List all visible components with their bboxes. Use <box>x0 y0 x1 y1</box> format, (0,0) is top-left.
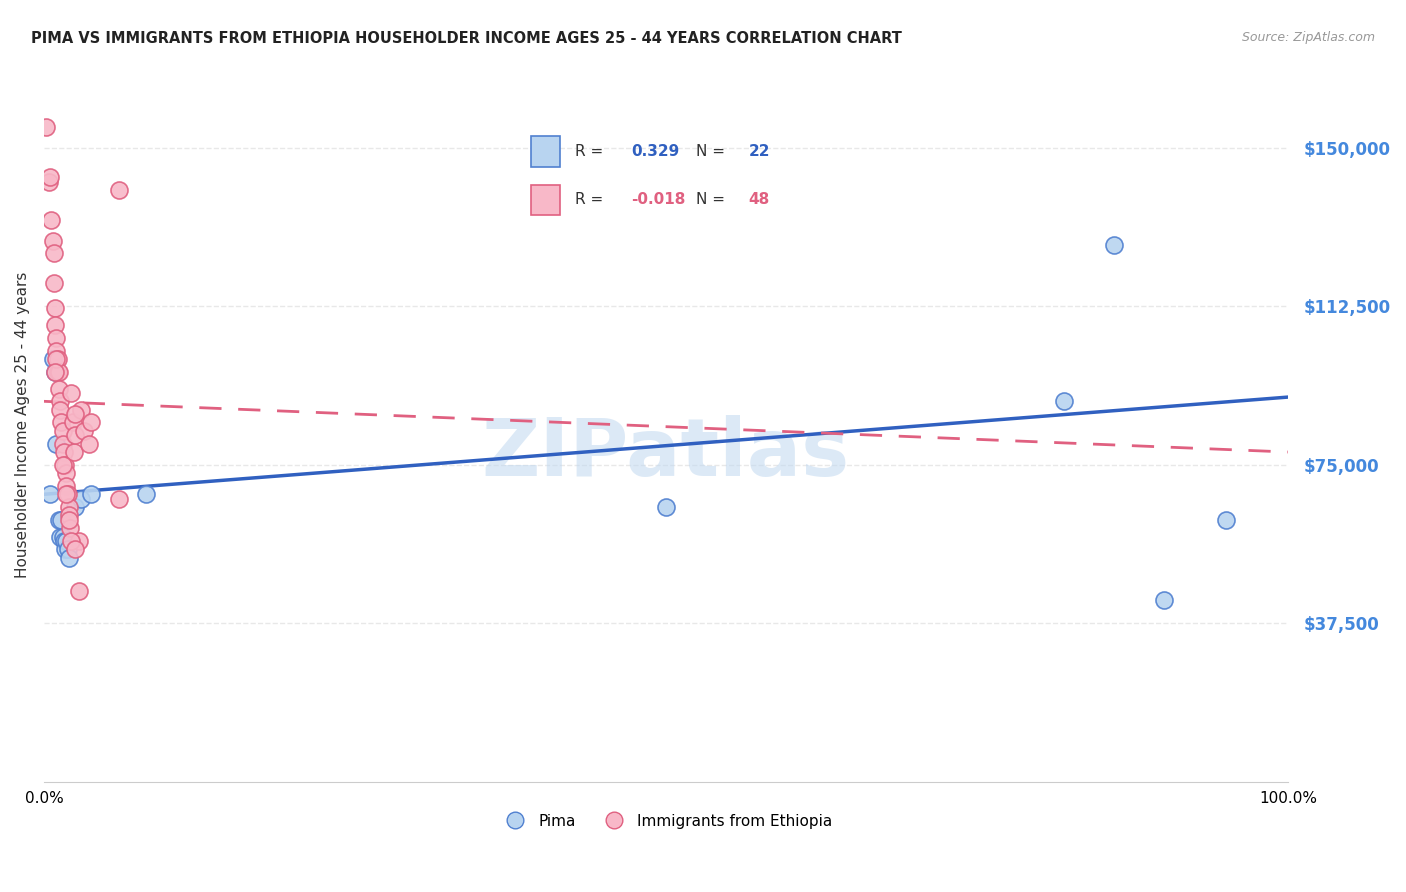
Point <box>67 533 90 548</box>
Point <box>63 428 86 442</box>
Point <box>45 343 67 358</box>
Point <box>59 521 82 535</box>
Point <box>44 301 66 316</box>
Point <box>70 402 93 417</box>
Text: 0.329: 0.329 <box>631 144 679 159</box>
Point <box>44 365 66 379</box>
Text: R =: R = <box>575 193 607 208</box>
Point <box>1102 238 1125 252</box>
Point <box>73 424 96 438</box>
Point <box>42 276 65 290</box>
Text: 48: 48 <box>748 193 769 208</box>
Point <box>48 513 70 527</box>
Point <box>655 500 678 514</box>
Text: N =: N = <box>696 193 730 208</box>
Text: Source: ZipAtlas.com: Source: ZipAtlas.com <box>1241 31 1375 45</box>
Point <box>107 491 129 506</box>
Point <box>51 458 73 472</box>
Point <box>55 533 77 548</box>
Text: ZIPatlas: ZIPatlas <box>482 415 851 492</box>
Point <box>48 382 70 396</box>
Point <box>62 445 84 459</box>
Point <box>41 234 63 248</box>
Point <box>41 352 63 367</box>
Point <box>53 458 76 472</box>
Point <box>51 436 73 450</box>
Point <box>60 385 83 400</box>
Point <box>51 530 73 544</box>
Text: R =: R = <box>575 144 607 159</box>
Point <box>55 479 77 493</box>
Point <box>51 424 73 438</box>
Point <box>51 513 73 527</box>
Point <box>55 487 77 501</box>
Point <box>60 533 83 548</box>
Text: -0.018: -0.018 <box>631 193 685 208</box>
Point <box>63 407 86 421</box>
Text: PIMA VS IMMIGRANTS FROM ETHIOPIA HOUSEHOLDER INCOME AGES 25 - 44 YEARS CORRELATI: PIMA VS IMMIGRANTS FROM ETHIOPIA HOUSEHO… <box>31 31 901 46</box>
Point <box>1215 513 1237 527</box>
Point <box>53 542 76 557</box>
Point <box>62 416 84 430</box>
Point <box>67 584 90 599</box>
Point <box>70 491 93 506</box>
Point <box>48 365 70 379</box>
Point <box>41 212 63 227</box>
Point <box>46 365 69 379</box>
Y-axis label: Householder Income Ages 25 - 44 years: Householder Income Ages 25 - 44 years <box>15 272 30 578</box>
Point <box>58 500 80 514</box>
Point <box>42 246 65 260</box>
Text: N =: N = <box>696 144 730 159</box>
Point <box>45 352 67 367</box>
Point <box>77 436 100 450</box>
Point <box>44 365 66 379</box>
Point <box>63 500 86 514</box>
Point <box>52 445 75 459</box>
Point <box>51 416 73 430</box>
Point <box>49 402 72 417</box>
Point <box>55 466 77 480</box>
Point <box>46 352 69 367</box>
Point <box>39 487 62 501</box>
Point <box>49 394 72 409</box>
Text: 22: 22 <box>748 144 770 159</box>
Bar <box>530 185 560 215</box>
Point <box>49 530 72 544</box>
Point <box>63 542 86 557</box>
Point <box>44 318 66 333</box>
Point <box>45 436 67 450</box>
Point <box>45 331 67 345</box>
Point <box>1153 593 1175 607</box>
Bar <box>530 136 560 167</box>
Point <box>58 513 80 527</box>
Legend: Pima, Immigrants from Ethiopia: Pima, Immigrants from Ethiopia <box>494 807 838 835</box>
Point <box>1053 394 1076 409</box>
Point <box>52 533 75 548</box>
Point <box>35 120 58 134</box>
Point <box>38 175 60 189</box>
Point <box>135 487 157 501</box>
Point <box>56 487 79 501</box>
Point <box>58 550 80 565</box>
Point <box>80 487 103 501</box>
Point <box>56 542 79 557</box>
Point <box>58 508 80 523</box>
Point <box>80 416 103 430</box>
Point <box>39 170 62 185</box>
Point <box>107 183 129 197</box>
